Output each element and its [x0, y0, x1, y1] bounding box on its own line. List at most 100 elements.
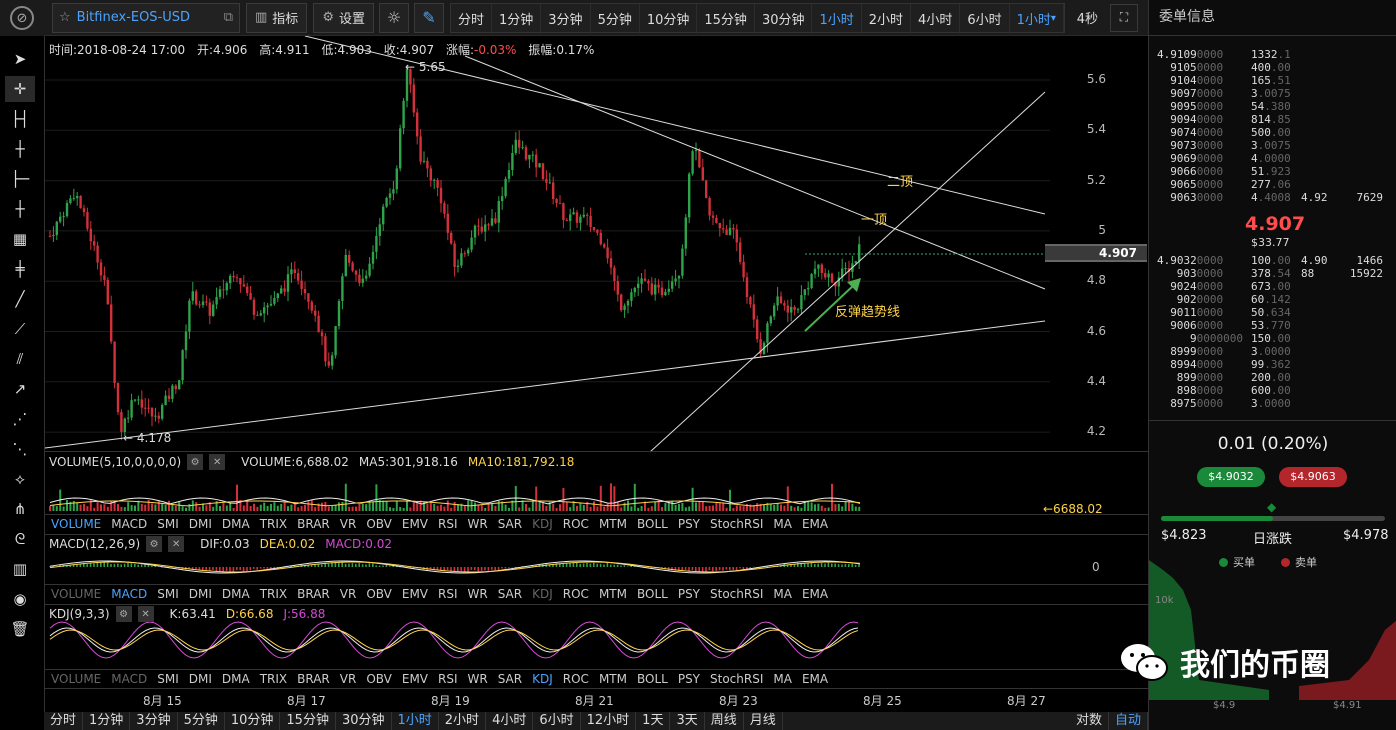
indicator-tab[interactable]: EMA	[801, 587, 829, 601]
price-range-icon[interactable]: ▦	[12, 230, 28, 248]
indicator-tab[interactable]: WR	[467, 587, 488, 601]
external-icon[interactable]: ⧉	[223, 10, 233, 25]
close-icon[interactable]: ✕	[168, 536, 185, 552]
bottom-interval-tab[interactable]: 月线	[744, 712, 783, 730]
indicator-tab[interactable]: MA	[773, 517, 792, 531]
indicator-tab[interactable]: PSY	[677, 672, 701, 686]
book-row[interactable]: 8990000 200.00	[1157, 371, 1389, 384]
close-icon[interactable]: ✕	[137, 606, 154, 622]
interval-tab[interactable]: 30分钟	[755, 3, 813, 34]
interval-tab[interactable]: 15分钟	[697, 3, 755, 34]
indicator-tab[interactable]: DMI	[188, 517, 212, 531]
settings-button[interactable]: ⚙ 设置	[313, 2, 374, 33]
hline-icon[interactable]: ├┤	[10, 110, 30, 128]
bottom-interval-tab[interactable]: 1小时	[392, 712, 439, 730]
ask-pill[interactable]: $4.9063	[1279, 467, 1347, 487]
bottom-interval-tab[interactable]: 1天	[636, 712, 671, 730]
indicator-tab[interactable]: BOLL	[636, 517, 668, 531]
indicator-tab[interactable]: BOLL	[636, 587, 668, 601]
indicator-tab[interactable]: MTM	[598, 587, 627, 601]
indicator-tab[interactable]: VR	[339, 587, 357, 601]
indicator-tab[interactable]: WR	[467, 672, 488, 686]
indicator-tab[interactable]: StochRSI	[710, 517, 764, 531]
theme-toggle[interactable]: ☼	[378, 2, 409, 33]
hline2-icon[interactable]: ├─	[10, 170, 30, 188]
indicator-tab[interactable]: BRAR	[297, 672, 330, 686]
indicator-tab[interactable]: MACD	[111, 587, 148, 601]
book-row[interactable]: 91050000 400.00	[1157, 61, 1389, 74]
trendline-icon[interactable]: ╱	[15, 290, 25, 308]
ray-icon[interactable]: ⟋	[14, 320, 26, 338]
book-row[interactable]: 90660000 51.923	[1157, 165, 1389, 178]
gear-icon[interactable]: ⚙	[146, 536, 163, 552]
indicator-tab[interactable]: VOLUME	[51, 517, 102, 531]
bottom-interval-tab[interactable]: 10分钟	[225, 712, 281, 730]
indicator-tab[interactable]: EMV	[401, 587, 429, 601]
bottom-interval-tab[interactable]: 2小时	[439, 712, 487, 730]
indicator-tab[interactable]: RSI	[438, 587, 458, 601]
book-row[interactable]: 4.91090000 1332.1	[1157, 48, 1389, 61]
chart-area[interactable]: 时间:2018-08-24 17:00 开:4.906 高:4.911 低:4.…	[44, 36, 1149, 712]
indicator-tab[interactable]: BRAR	[297, 517, 330, 531]
indicator-tab[interactable]: ROC	[562, 672, 589, 686]
indicator-tab[interactable]: TRIX	[259, 672, 288, 686]
bottom-interval-tab[interactable]: 6小时	[533, 712, 581, 730]
interval-tab[interactable]: 2小时	[862, 3, 912, 34]
indicator-tab[interactable]: DMI	[188, 672, 212, 686]
interval-tab[interactable]: 5分钟	[591, 3, 640, 34]
crosshair-icon[interactable]: ✛	[5, 76, 35, 102]
book-row[interactable]: 90730000 3.0075	[1157, 139, 1389, 152]
bottom-interval-tab[interactable]: 3分钟	[130, 712, 178, 730]
book-row[interactable]: 90630000 4.4008 4.92 7629	[1157, 191, 1389, 204]
indicator-tab[interactable]: BRAR	[297, 587, 330, 601]
bottom-interval-tab[interactable]: 3天	[670, 712, 705, 730]
building-icon[interactable]: ▥	[12, 560, 28, 578]
indicator-tab[interactable]: MACD	[111, 517, 148, 531]
book-row[interactable]: 8980000 600.00	[1157, 384, 1389, 397]
vline-icon[interactable]: ┼	[15, 200, 25, 218]
draw-toggle[interactable]: ✎	[413, 2, 444, 33]
indicator-tab[interactable]: RSI	[438, 517, 458, 531]
interval-tab[interactable]: 1分钟	[492, 3, 542, 34]
hray-icon[interactable]: ┼	[15, 140, 25, 158]
cursor-icon[interactable]: ➤	[13, 50, 27, 68]
log-scale-button[interactable]: 对数	[1070, 712, 1109, 730]
indicator-tab[interactable]: VOLUME	[51, 672, 102, 686]
indicator-tab[interactable]: PSY	[677, 587, 701, 601]
indicator-tab[interactable]: MTM	[598, 672, 627, 686]
interval-tab[interactable]: 分时	[451, 3, 492, 34]
bottom-interval-tab[interactable]: 分时	[44, 712, 84, 730]
indicator-tab[interactable]: MA	[773, 587, 792, 601]
book-row[interactable]: 89940000 99.362	[1157, 358, 1389, 371]
bid-pill[interactable]: $4.9032	[1197, 467, 1265, 487]
indicator-tab[interactable]: SAR	[497, 587, 523, 601]
indicator-tab[interactable]: MTM	[598, 517, 627, 531]
indicator-tab[interactable]: TRIX	[259, 517, 288, 531]
indicator-tab[interactable]: SMI	[157, 517, 179, 531]
indicator-tab[interactable]: DMA	[221, 672, 250, 686]
book-row[interactable]: 90690000 4.0000	[1157, 152, 1389, 165]
indicator-tab[interactable]: SAR	[497, 672, 523, 686]
interval-tab[interactable]: 4小时	[911, 3, 961, 34]
indicator-tab[interactable]: PSY	[677, 517, 701, 531]
indicator-tab[interactable]: DMA	[221, 517, 250, 531]
book-row[interactable]: 9030000 378.54 88 15922	[1157, 267, 1389, 280]
indicator-tab[interactable]: MA	[773, 672, 792, 686]
auto-scale-button[interactable]: 自动	[1109, 712, 1148, 730]
bottom-interval-tab[interactable]: 4小时	[486, 712, 534, 730]
book-row[interactable]: 91040000 165.51	[1157, 74, 1389, 87]
book-row[interactable]: 90110000 50.634	[1157, 306, 1389, 319]
indicator-tab[interactable]: EMA	[801, 517, 829, 531]
indicator-tab[interactable]: KDJ	[532, 517, 553, 531]
fib-icon[interactable]: ⋰	[12, 410, 28, 428]
indicator-tab[interactable]: ROC	[562, 587, 589, 601]
star-icon[interactable]: ☆	[59, 10, 71, 25]
arrow-icon[interactable]: ↗	[13, 380, 27, 398]
interval-tab[interactable]: 1小时 ▾	[1010, 3, 1064, 34]
book-row[interactable]: 90650000 277.06	[1157, 178, 1389, 191]
interval-tab[interactable]: 10分钟	[640, 3, 698, 34]
book-row[interactable]: 90940000 814.85	[1157, 113, 1389, 126]
indicator-tab[interactable]: KDJ	[532, 587, 553, 601]
book-row[interactable]: 89750000 3.0000	[1157, 397, 1389, 410]
gear-icon[interactable]: ⚙	[187, 454, 204, 470]
